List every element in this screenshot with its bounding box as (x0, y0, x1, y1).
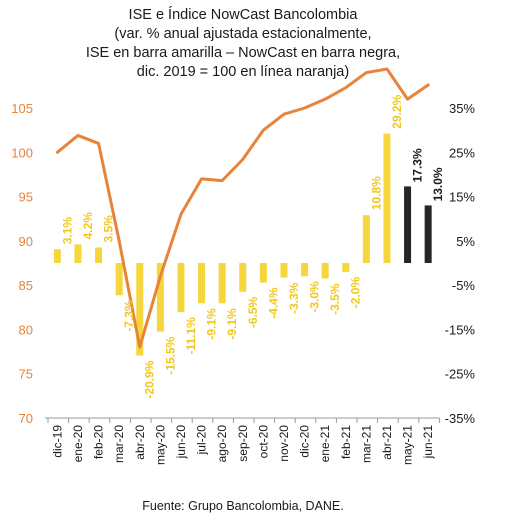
x-tick-label: jun-21 (421, 425, 435, 460)
ise-bar (218, 263, 226, 304)
ise-bar (239, 263, 247, 292)
bar-data-label: -9.1% (225, 308, 239, 340)
bar-data-label: -11.1% (184, 317, 198, 355)
title-line: ISE en barra amarilla – NowCast en barra… (86, 45, 400, 61)
right-tick-label: 35% (449, 101, 475, 116)
ise-bar (362, 215, 370, 263)
x-tick-label: feb-21 (339, 425, 353, 459)
bar-data-label: -2.0% (349, 277, 363, 309)
x-tick-label: ene-20 (71, 425, 85, 463)
ise-bar (156, 263, 164, 332)
ise-bar (342, 263, 350, 272)
bar-data-label: 10.8% (369, 176, 383, 210)
left-tick-label: 80 (19, 322, 33, 337)
bar-data-label: -15.5% (163, 336, 177, 374)
bar-data-label: -3.3% (287, 282, 301, 314)
x-tick-label: sep-20 (236, 425, 250, 462)
nowcast-bar (424, 205, 432, 263)
left-tick-label: 105 (11, 101, 33, 116)
ise-bar (259, 263, 267, 283)
x-tick-label: feb-20 (92, 425, 106, 459)
x-tick-label: may-21 (401, 425, 415, 465)
bar-data-label: -9.1% (205, 308, 219, 340)
bar-data-label: 3.1% (60, 217, 74, 245)
left-tick-label: 90 (19, 234, 33, 249)
title-line: dic. 2019 = 100 en línea naranja) (137, 64, 349, 80)
right-tick-label: -35% (445, 411, 476, 426)
x-tick-label: nov-20 (277, 425, 291, 462)
left-axis-ticks: 70 75 80 85 90 95 100 105 (11, 101, 33, 426)
ise-bar (177, 263, 185, 313)
ise-bar (280, 263, 288, 278)
x-tick-label: jul-20 (195, 425, 209, 456)
ise-bar (53, 249, 61, 263)
left-tick-label: 95 (19, 190, 33, 205)
ise-bar (198, 263, 206, 304)
right-tick-label: -15% (445, 322, 476, 337)
left-tick-label: 75 (19, 367, 33, 382)
ise-bar (383, 133, 391, 263)
index-line-series (55, 67, 430, 349)
title-line: ISE e Índice NowCast Bancolombia (129, 6, 359, 23)
bar-data-label: 3.5% (102, 215, 116, 243)
bar-data-labels: 3.1% 4.2% 3.5% -7.3% -20.9% -15.5% -11.1% -9.1%… (60, 94, 445, 398)
x-axis (45, 417, 440, 423)
bar-data-label: 17.3% (411, 148, 425, 182)
ise-bar (95, 247, 103, 263)
x-tick-label: dic-20 (298, 425, 312, 458)
left-tick-label: 70 (19, 411, 33, 426)
bar-data-label: -6.5% (246, 296, 260, 328)
x-tick-label: jun-20 (174, 425, 188, 460)
bar-data-label: -20.9% (143, 360, 157, 398)
ise-bar (136, 263, 144, 356)
x-tick-label: ago-20 (215, 425, 229, 463)
right-tick-label: 25% (449, 145, 475, 160)
x-tick-label: ene-21 (318, 425, 332, 463)
right-axis-ticks: 35% 25% 15% 5% -5% -15% -25% -35% (445, 101, 476, 426)
x-tick-label: mar-20 (112, 425, 126, 463)
bar-data-label: -4.4% (266, 287, 280, 319)
right-tick-label: -5% (452, 278, 476, 293)
x-tick-label: mar-21 (359, 425, 373, 463)
right-tick-label: 5% (456, 234, 475, 249)
nowcast-bar (404, 186, 412, 263)
right-tick-label: 15% (449, 190, 475, 205)
ise-bar (321, 263, 329, 279)
x-axis-ticks: dic-19 ene-20 feb-20 mar-20 abr-20 may-20 jun-… (50, 425, 435, 465)
right-tick-label: -25% (445, 367, 476, 382)
chart-title: ISE e Índice NowCast Bancolombia (var. % … (86, 6, 400, 80)
bar-series (53, 133, 432, 356)
x-tick-label: abr-21 (380, 425, 394, 460)
x-tick-label: may-20 (153, 425, 167, 465)
index-line (55, 67, 430, 349)
bar-data-label: 4.2% (81, 212, 95, 240)
source-note: Fuente: Grupo Bancolombia, DANE. (142, 499, 344, 513)
x-tick-label: abr-20 (133, 425, 147, 460)
left-tick-label: 85 (19, 278, 33, 293)
bar-data-label: -7.3% (122, 300, 136, 332)
bar-data-label: 29.2% (390, 94, 404, 128)
title-line: (var. % anual ajustada estacionalmente, (114, 26, 371, 42)
left-tick-label: 100 (11, 145, 33, 160)
x-tick-label: dic-19 (50, 425, 64, 458)
bar-data-label: -3.5% (328, 283, 342, 315)
ise-bar (301, 263, 309, 277)
ise-bar (115, 263, 123, 296)
ise-bar (74, 244, 82, 263)
x-tick-label: oct-20 (256, 425, 270, 459)
bar-data-label: -3.0% (308, 281, 322, 313)
bar-data-label: 13.0% (431, 167, 445, 201)
